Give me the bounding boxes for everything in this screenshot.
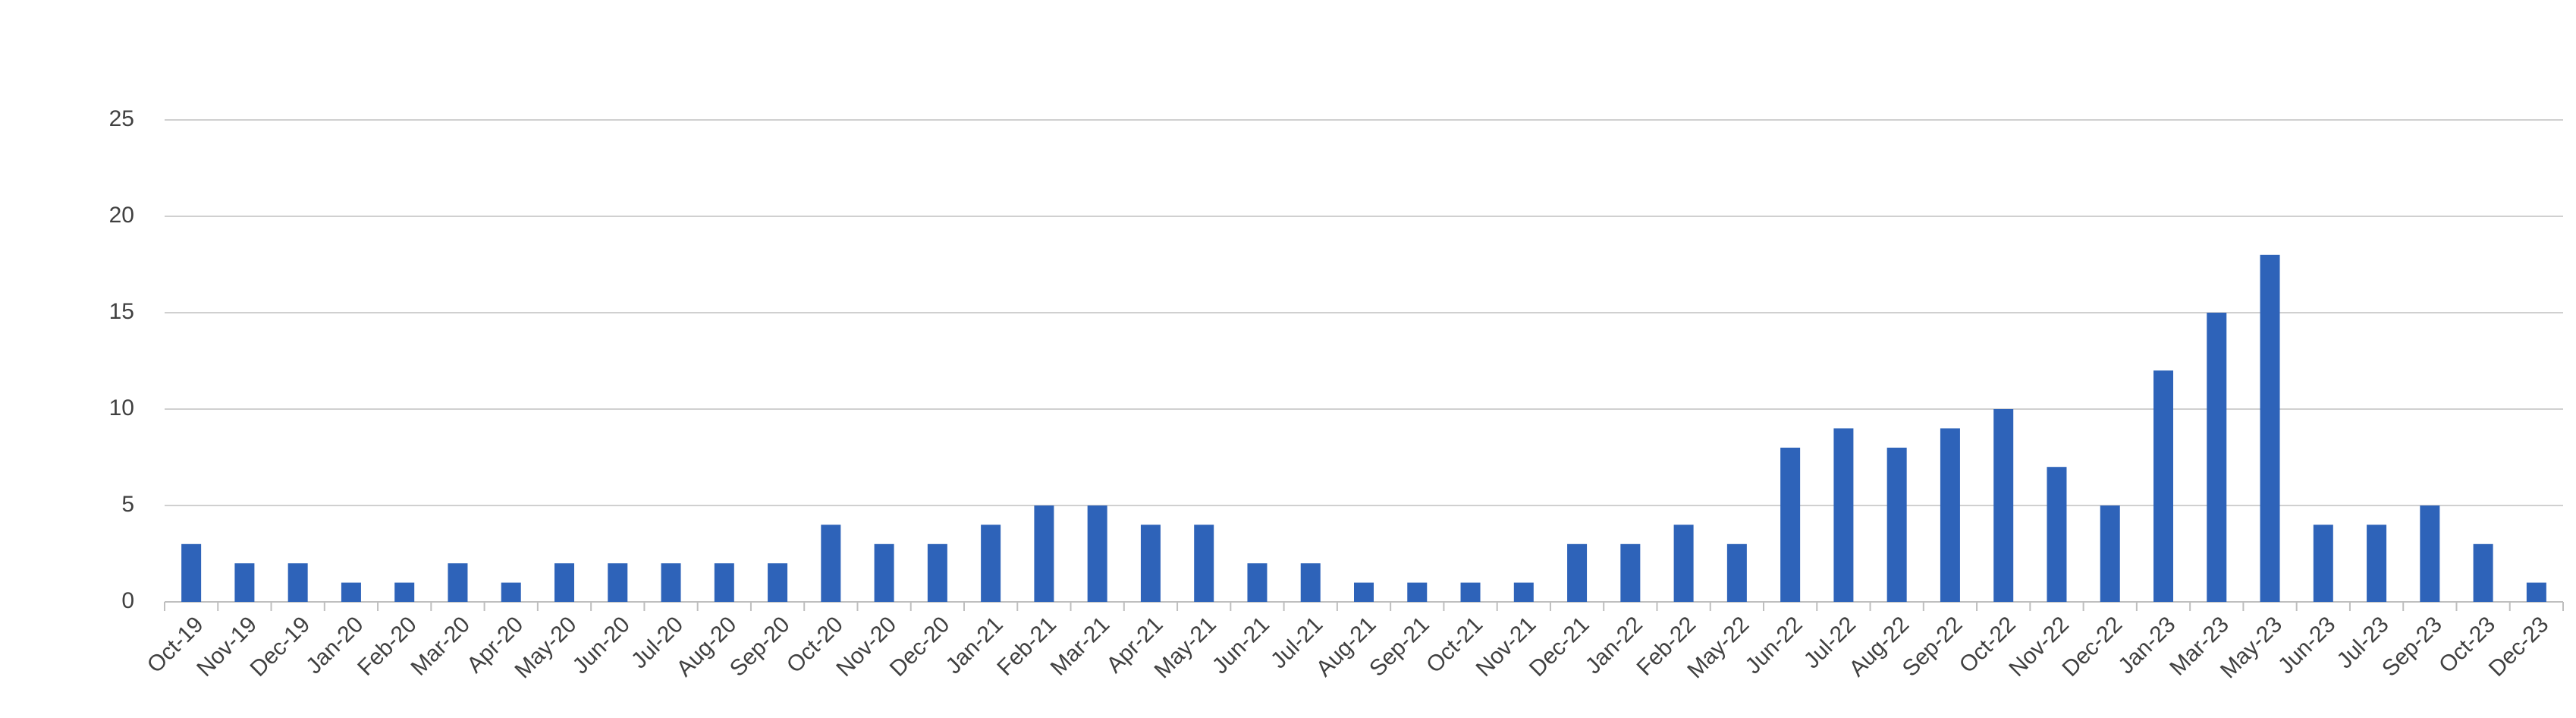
x-tick-label: Feb-20 xyxy=(353,612,422,681)
x-tick-label: Sep-20 xyxy=(725,612,795,682)
x-tick-label: Dec-21 xyxy=(1525,612,1594,682)
x-tick-label: Dec-20 xyxy=(885,612,955,682)
x-tick-label: Aug-21 xyxy=(1312,612,1381,682)
bar xyxy=(1726,543,1747,602)
bar xyxy=(1140,524,1161,602)
bar xyxy=(1780,447,1801,602)
bar xyxy=(448,563,468,602)
bar xyxy=(1034,505,1054,602)
bar xyxy=(1194,524,1214,602)
bar xyxy=(1354,582,1374,602)
bar xyxy=(2473,543,2493,602)
bar xyxy=(1886,447,1907,602)
x-tick-label: Aug-22 xyxy=(1844,612,1914,682)
bar xyxy=(2153,370,2173,602)
x-tick-label: Nov-19 xyxy=(192,612,262,682)
bar xyxy=(2260,254,2280,602)
bar xyxy=(2526,582,2546,602)
bar xyxy=(874,543,894,602)
bar xyxy=(1407,582,1428,602)
x-tick-label: Sep-23 xyxy=(2377,612,2447,682)
x-tick-label: Dec-22 xyxy=(2058,612,2128,682)
bar xyxy=(2100,505,2120,602)
x-tick-label: Dec-19 xyxy=(245,612,315,682)
bar xyxy=(1940,428,1960,602)
y-tick-label: 5 xyxy=(121,492,134,517)
bar xyxy=(1087,505,1107,602)
y-tick-label: 10 xyxy=(109,395,134,420)
x-tick-label: Jun-23 xyxy=(2273,612,2340,679)
bar xyxy=(1247,563,1268,602)
bar xyxy=(501,582,521,602)
bar xyxy=(1620,543,1641,602)
bar xyxy=(2207,313,2227,602)
bar xyxy=(821,524,841,602)
bar xyxy=(394,582,415,602)
bar xyxy=(1993,409,2014,602)
bar xyxy=(981,524,1001,602)
y-tick-label: 0 xyxy=(121,588,134,613)
x-tick-label: Sep-22 xyxy=(1898,612,1968,682)
x-tick-label: Aug-20 xyxy=(672,612,742,682)
bar xyxy=(2047,467,2067,602)
x-tick-label: Nov-20 xyxy=(831,612,901,682)
bar xyxy=(608,563,628,602)
bar xyxy=(181,543,202,602)
y-tick-label: 25 xyxy=(109,106,134,131)
x-tick-label: Mar-21 xyxy=(1046,612,1115,681)
bar xyxy=(1460,582,1481,602)
bar xyxy=(1673,524,1694,602)
bar xyxy=(554,563,574,602)
bar xyxy=(768,563,788,602)
bar xyxy=(1513,582,1534,602)
bar xyxy=(341,582,361,602)
bar xyxy=(1567,543,1588,602)
x-tick-label: Jun-21 xyxy=(1208,612,1274,679)
bar xyxy=(1300,563,1321,602)
x-tick-label: Nov-22 xyxy=(2004,612,2074,682)
x-tick-label: Sep-21 xyxy=(1365,612,1434,682)
x-tick-label: Jun-20 xyxy=(568,612,635,679)
bar xyxy=(2313,524,2333,602)
bar xyxy=(2420,505,2440,602)
y-tick-label: 15 xyxy=(109,299,134,324)
bar xyxy=(2367,524,2387,602)
bar xyxy=(927,543,947,602)
bar xyxy=(661,563,681,602)
x-tick-label: Feb-21 xyxy=(992,612,1061,681)
bar xyxy=(1833,428,1854,602)
bar xyxy=(287,563,308,602)
x-tick-label: Dec-23 xyxy=(2484,612,2554,682)
bar xyxy=(234,563,255,602)
x-tick-label: Nov-21 xyxy=(1472,612,1541,682)
bar xyxy=(714,563,734,602)
x-tick-label: Mar-20 xyxy=(406,612,475,681)
x-tick-label: Jun-22 xyxy=(1740,612,1807,679)
y-tick-label: 20 xyxy=(109,203,134,228)
